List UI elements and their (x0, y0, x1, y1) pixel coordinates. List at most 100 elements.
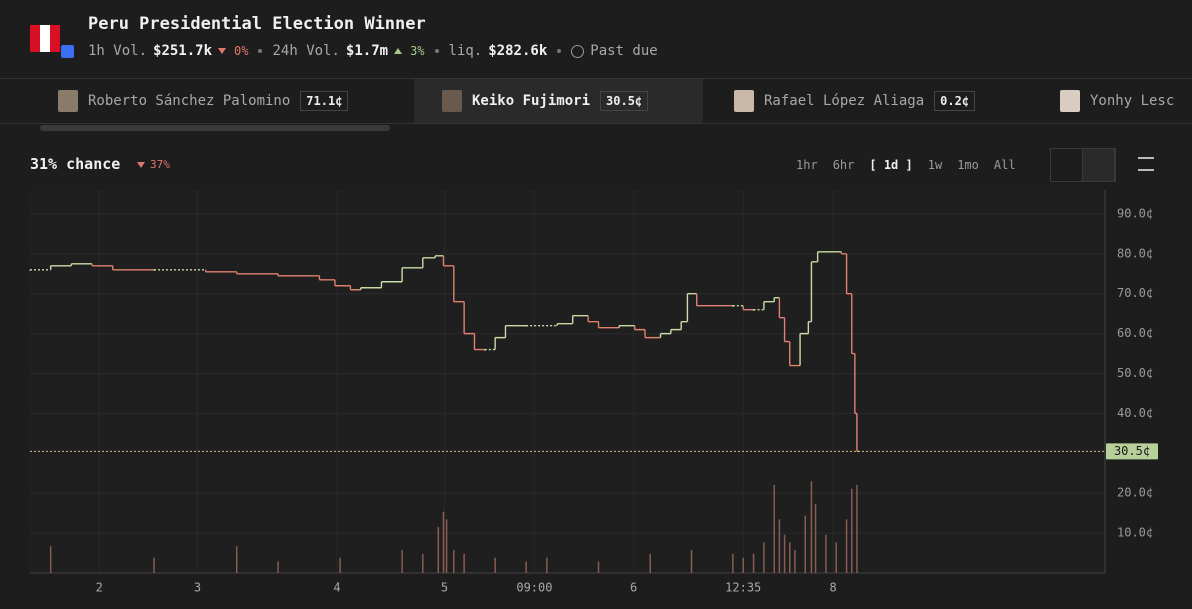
line-toggle[interactable] (1051, 149, 1083, 181)
outcome-name: Rafael López Aliaga (764, 93, 925, 109)
y-tick-label: 40.0¢ (1117, 406, 1153, 420)
candle (494, 336, 506, 350)
range-button[interactable]: [ 1d ] (869, 158, 913, 172)
candle (153, 269, 206, 271)
candle (571, 314, 589, 324)
x-tick-label: 5 (441, 581, 448, 595)
outcome-price: 30.5¢ (600, 91, 649, 111)
y-tick-label: 20.0¢ (1117, 486, 1153, 500)
x-tick-label: 6 (630, 581, 637, 595)
candle (763, 301, 775, 310)
y-tick-label: 50.0¢ (1117, 366, 1153, 380)
range-button[interactable]: 6hr (832, 158, 855, 172)
candle (277, 273, 320, 277)
scrollbar[interactable] (40, 125, 390, 131)
candle (91, 263, 113, 267)
change-icon (394, 48, 403, 54)
range-button[interactable]: 1mo (957, 158, 979, 172)
candle (732, 304, 744, 307)
candle (778, 297, 785, 319)
candle (587, 315, 599, 323)
candle (29, 269, 51, 271)
status: Past due (590, 43, 658, 59)
y-tick-label: 60.0¢ (1117, 326, 1153, 340)
stat-label: liq. (448, 43, 483, 59)
stat-change: 0% (234, 44, 249, 58)
candle (349, 285, 361, 291)
x-tick-label: 12:35 (725, 581, 761, 595)
chance: 31% chance (30, 155, 121, 173)
outcome-tabs: Roberto Sánchez Palomino 71.1¢ Keiko Fuji… (0, 78, 1192, 124)
candle (680, 320, 688, 330)
stat-value: $1.7m (345, 43, 389, 59)
market-title: Peru Presidential Election Winner (88, 14, 426, 34)
candle (442, 255, 454, 267)
range-button[interactable]: 1hr (796, 158, 818, 172)
candle (401, 267, 423, 282)
flag (30, 25, 60, 52)
candle (318, 275, 335, 281)
candle (816, 251, 842, 262)
stat-label: 24h Vol. (272, 43, 340, 59)
current-price-box (1106, 443, 1158, 460)
outcome-price: 71.1¢ (300, 91, 349, 111)
outcome-price: 0.2¢ (934, 91, 976, 111)
y-tick-label: 90.0¢ (1117, 206, 1153, 220)
candle (799, 332, 809, 366)
outcome-tab[interactable]: Yonhy Lesc (1043, 79, 1192, 123)
avatar (442, 90, 462, 112)
x-tick-label: 8 (830, 581, 837, 595)
chance-change: 37% (137, 158, 170, 171)
x-tick-label: 4 (333, 581, 340, 595)
avatar (734, 90, 754, 112)
candle (773, 297, 780, 302)
candle (360, 287, 382, 290)
candle (504, 324, 527, 338)
candle (380, 281, 403, 288)
candle (597, 321, 620, 329)
chart-type-toggle[interactable] (1050, 148, 1116, 182)
outcome-tab[interactable]: Rafael López Aliaga 0.2¢ (714, 79, 1033, 123)
separator (434, 49, 439, 53)
avatar (1060, 90, 1080, 112)
settings-icon[interactable] (1138, 157, 1154, 171)
candle (111, 265, 155, 271)
candle (670, 328, 682, 334)
range-buttons: 1hr 6hr [ 1d ] 1w 1mo All (796, 158, 1016, 172)
outcome-name: Keiko Fujimori (472, 93, 591, 109)
x-tick-label: 09:00 (516, 581, 552, 595)
candle (205, 269, 237, 273)
outcome-name: Yonhy Lesc (1090, 93, 1175, 109)
candle (810, 261, 818, 322)
separator (258, 49, 263, 53)
candle (525, 324, 558, 327)
stat-change: 3% (410, 44, 425, 58)
separator (557, 49, 562, 53)
range-button[interactable]: 1w (927, 158, 943, 172)
candle (783, 317, 790, 343)
change-value: 37% (150, 158, 170, 171)
candle (236, 271, 279, 275)
candle (752, 308, 764, 311)
chain-badge (61, 45, 74, 58)
stat-label: 1h Vol. (88, 43, 148, 59)
range-button[interactable]: All (993, 158, 1016, 172)
candle (686, 293, 697, 322)
candle (556, 322, 573, 326)
candle-toggle[interactable] (1083, 149, 1115, 181)
outcome-tab[interactable]: Roberto Sánchez Palomino 71.1¢ (30, 79, 403, 123)
change-icon (218, 48, 227, 54)
y-tick-label: 80.0¢ (1117, 246, 1153, 260)
candle (840, 251, 847, 255)
candle (696, 293, 733, 307)
candle (644, 329, 661, 339)
candle (633, 325, 646, 331)
candle (70, 263, 93, 266)
avatar (58, 90, 78, 112)
y-tick-label: 10.0¢ (1117, 526, 1153, 540)
stats: 1h Vol. $251.7k 0% 24h Vol. $1.7m 3% liq… (88, 43, 658, 59)
outcome-tab[interactable]: Keiko Fujimori 30.5¢ (414, 79, 703, 123)
candle (334, 279, 351, 287)
